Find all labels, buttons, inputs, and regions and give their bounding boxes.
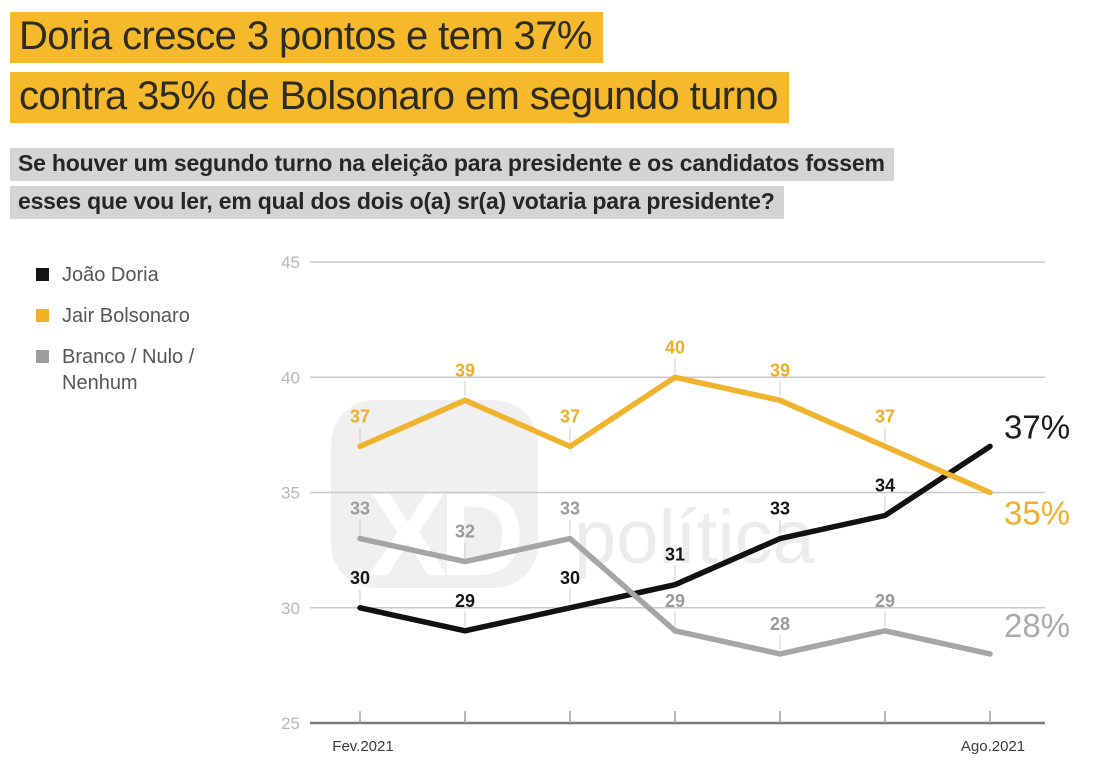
- end-value-label-branco-nulo-nenhum: 28%: [1004, 607, 1070, 644]
- value-label-branco-nulo-nenhum-4: 28: [770, 614, 790, 634]
- y-tick-label-40: 40: [281, 368, 300, 387]
- end-value-label-joao-doria: 37%: [1004, 408, 1070, 445]
- headline-line1: Doria cresce 3 pontos e tem 37%: [10, 12, 603, 63]
- survey-question-line2: esses que vou ler, em qual dos dois o(a)…: [10, 185, 784, 219]
- x-tick-label-ago-2021: Ago.2021: [961, 738, 1025, 755]
- legend: João Doria Jair Bolsonaro Branco / Nulo / …: [36, 262, 246, 396]
- headline: Doria cresce 3 pontos e tem 37% contra 3…: [10, 12, 789, 123]
- value-label-jair-bolsonaro-1: 39: [455, 360, 475, 380]
- value-label-branco-nulo-nenhum-5: 29: [875, 591, 895, 611]
- series-line-joao-doria: [357, 443, 993, 634]
- legend-item-branco-nulo-nenhum: Branco / Nulo / Nenhum: [36, 344, 246, 396]
- value-label-branco-nulo-nenhum-3: 29: [665, 591, 685, 611]
- legend-swatch-icon: [36, 350, 49, 363]
- value-label-joao-doria-4: 33: [770, 499, 790, 519]
- value-label-jair-bolsonaro-2: 37: [560, 406, 580, 426]
- legend-item-joao-doria: João Doria: [36, 262, 246, 288]
- value-label-joao-doria-1: 29: [455, 591, 475, 611]
- y-tick-label-35: 35: [281, 484, 300, 503]
- legend-item-jair-bolsonaro: Jair Bolsonaro: [36, 303, 246, 329]
- value-label-jair-bolsonaro-0: 37: [350, 406, 370, 426]
- value-label-branco-nulo-nenhum-1: 32: [455, 522, 475, 542]
- legend-label: Jair Bolsonaro: [62, 305, 190, 327]
- y-tick-label-30: 30: [281, 599, 300, 618]
- y-tick-label-25: 25: [281, 714, 300, 733]
- legend-swatch-icon: [36, 268, 49, 281]
- y-tick-label-45: 45: [281, 253, 300, 272]
- value-label-branco-nulo-nenhum-2: 33: [560, 499, 580, 519]
- value-label-jair-bolsonaro-3: 40: [665, 337, 685, 357]
- legend-label: Branco / Nulo / Nenhum: [62, 346, 195, 394]
- series-line-jair-bolsonaro: [357, 374, 993, 496]
- value-label-branco-nulo-nenhum-0: 33: [350, 499, 370, 519]
- watermark-brand-text: política: [574, 495, 815, 580]
- headline-line2: contra 35% de Bolsonaro em segundo turno: [10, 72, 789, 123]
- value-label-joao-doria-3: 31: [665, 545, 685, 565]
- series-line-branco-nulo-nenhum: [357, 535, 993, 657]
- value-label-joao-doria-5: 34: [875, 476, 895, 496]
- survey-question: Se houver um segundo turno na eleição pa…: [10, 148, 894, 219]
- value-label-jair-bolsonaro-5: 37: [875, 406, 895, 426]
- watermark-logo-text: XD: [368, 469, 525, 588]
- survey-question-line1: Se houver um segundo turno na eleição pa…: [10, 148, 894, 181]
- value-label-joao-doria-0: 30: [350, 568, 370, 588]
- legend-label: João Doria: [62, 264, 159, 286]
- value-label-jair-bolsonaro-4: 39: [770, 360, 790, 380]
- legend-swatch-icon: [36, 309, 49, 322]
- end-value-label-jair-bolsonaro: 35%: [1004, 495, 1070, 532]
- value-label-joao-doria-2: 30: [560, 568, 580, 588]
- x-tick-label-fev-2021: Fev.2021: [332, 738, 393, 755]
